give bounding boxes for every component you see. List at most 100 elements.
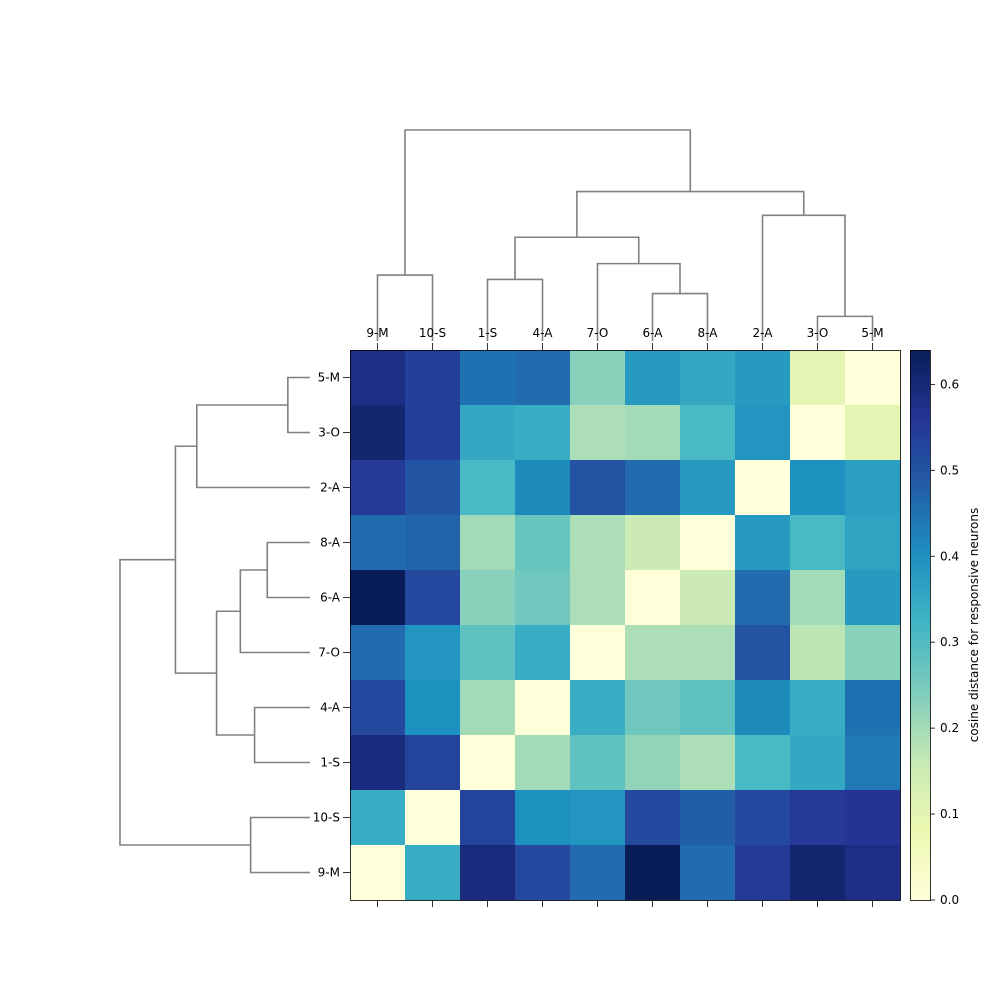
row-dendrogram-link-n1 (253, 706, 310, 764)
row-label-7-o: 7-O (318, 646, 340, 660)
cell-4-a-4-a (515, 680, 571, 736)
cell-1-s-4-a (515, 735, 571, 791)
cell-8-a-8-a (680, 515, 736, 571)
cell-3-o-8-a (680, 405, 736, 461)
cell-6-a-6-a (625, 570, 681, 626)
column-label-8-a: 8-A (698, 326, 719, 340)
row-dendrogram (119, 376, 310, 874)
row-dendrogram-link-n4 (215, 610, 255, 736)
row-label-6-a: 6-A (320, 591, 341, 605)
cell-6-a-7-o (570, 570, 626, 626)
row-labels: 5-M 3-O 2-A 8-A 6-A 7-O 4-A 1-S 10-S 9-M (313, 371, 350, 880)
cell-7-o-10-s (405, 625, 461, 681)
cell-1-s-5-m (845, 735, 901, 791)
cell-5-m-7-o (570, 350, 626, 406)
cell-5-m-6-a (625, 350, 681, 406)
cell-10-s-2-a (735, 790, 791, 846)
row-label-1-s: 1-S (320, 756, 340, 770)
column-label-9-m: 9-M (366, 326, 388, 340)
cell-2-a-10-s (405, 460, 461, 516)
colorbar-gradient (910, 350, 930, 900)
cell-2-a-4-a (515, 460, 571, 516)
colorbar-tick-label-0-2: 0.2 (940, 721, 959, 735)
column-dendrogram-link-n7 (576, 190, 805, 238)
cell-3-o-10-s (405, 405, 461, 461)
row-dendrogram-link-n8 (249, 816, 310, 874)
cell-3-o-7-o (570, 405, 626, 461)
column-label-6-a: 6-A (643, 326, 664, 340)
cell-6-a-1-s (460, 570, 516, 626)
row-dendrogram-link-n7 (174, 445, 217, 674)
cell-1-s-7-o (570, 735, 626, 791)
cell-1-s-1-s (460, 735, 516, 791)
column-label-2-a: 2-A (753, 326, 774, 340)
cell-6-a-4-a (515, 570, 571, 626)
cell-10-s-7-o (570, 790, 626, 846)
column-label-3-o: 3-O (807, 326, 829, 340)
cell-4-a-6-a (625, 680, 681, 736)
cell-4-a-8-a (680, 680, 736, 736)
cell-8-a-1-s (460, 515, 516, 571)
cell-4-a-5-m (845, 680, 901, 736)
cell-4-a-3-o (790, 680, 846, 736)
cell-7-o-3-o (790, 625, 846, 681)
cell-10-s-1-s (460, 790, 516, 846)
cell-7-o-4-a (515, 625, 571, 681)
cell-1-s-9-m (350, 735, 406, 791)
row-dendrogram-link-n3 (239, 569, 310, 654)
cell-3-o-6-a (625, 405, 681, 461)
cell-2-a-6-a (625, 460, 681, 516)
row-label-2-a: 2-A (320, 481, 341, 495)
column-label-10-s: 10-S (419, 326, 446, 340)
cell-8-a-2-a (735, 515, 791, 571)
cell-8-a-5-m (845, 515, 901, 571)
cell-6-a-8-a (680, 570, 736, 626)
cell-4-a-2-a (735, 680, 791, 736)
cell-5-m-2-a (735, 350, 791, 406)
cell-8-a-3-o (790, 515, 846, 571)
row-label-8-a: 8-A (320, 536, 341, 550)
heatmap-cells (350, 350, 901, 901)
cell-4-a-1-s (460, 680, 516, 736)
cell-10-s-6-a (625, 790, 681, 846)
cell-7-o-1-s (460, 625, 516, 681)
cell-5-m-5-m (845, 350, 901, 406)
cell-7-o-2-a (735, 625, 791, 681)
cell-9-m-9-m (350, 845, 406, 901)
cell-9-m-5-m (845, 845, 901, 901)
cell-5-m-3-o (790, 350, 846, 406)
row-label-3-o: 3-O (318, 426, 340, 440)
cell-9-m-3-o (790, 845, 846, 901)
cell-3-o-3-o (790, 405, 846, 461)
cell-5-m-10-s (405, 350, 461, 406)
cell-7-o-5-m (845, 625, 901, 681)
cell-3-o-4-a (515, 405, 571, 461)
row-dendrogram-link-n6 (195, 404, 310, 489)
cell-1-s-10-s (405, 735, 461, 791)
colorbar-ticks: 0.0 0.1 0.2 0.3 0.4 0.5 0.6 (930, 377, 959, 907)
column-dendrogram-link-n6 (761, 214, 846, 341)
row-dendrogram-link-n5 (287, 376, 310, 434)
cell-6-a-5-m (845, 570, 901, 626)
cell-2-a-3-o (790, 460, 846, 516)
cell-2-a-5-m (845, 460, 901, 516)
row-label-4-a: 4-A (320, 701, 341, 715)
cell-1-s-6-a (625, 735, 681, 791)
cell-8-a-6-a (625, 515, 681, 571)
cell-5-m-9-m (350, 350, 406, 406)
cell-2-a-7-o (570, 460, 626, 516)
colorbar-label: cosine distance for responsive neurons (967, 508, 981, 743)
cell-9-m-6-a (625, 845, 681, 901)
colorbar-tick-label-0-4: 0.4 (940, 549, 959, 563)
cell-10-s-10-s (405, 790, 461, 846)
cell-2-a-8-a (680, 460, 736, 516)
cell-6-a-9-m (350, 570, 406, 626)
colorbar-tick-label-0-1: 0.1 (940, 807, 959, 821)
cell-6-a-3-o (790, 570, 846, 626)
cell-10-s-9-m (350, 790, 406, 846)
column-dendrogram-link-n8 (376, 274, 434, 341)
cell-10-s-3-o (790, 790, 846, 846)
cell-9-m-4-a (515, 845, 571, 901)
cell-8-a-7-o (570, 515, 626, 571)
